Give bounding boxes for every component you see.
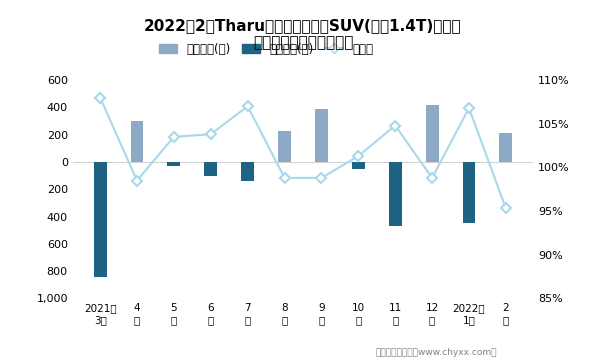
Text: 2022年2月Tharu途岳旗下最畅销SUV(途岳1.4T)近一年
库存情况及产销率统计图: 2022年2月Tharu途岳旗下最畅销SUV(途岳1.4T)近一年 库存情况及产… [144,18,462,51]
Bar [499,133,512,162]
Bar [204,162,217,175]
Bar [462,162,476,223]
产销率 [318,176,325,180]
Text: 制图：智研咨询（www.chyxx.com）: 制图：智研咨询（www.chyxx.com） [376,348,497,357]
Bar [352,162,365,169]
Bar [315,109,328,162]
产销率 [170,135,178,139]
产销率 [465,106,473,110]
产销率 [391,123,399,128]
Bar [130,121,144,162]
Bar [94,162,107,277]
Bar [241,162,254,181]
Line: 产销率: 产销率 [96,94,510,212]
产销率 [244,104,251,108]
产销率 [207,132,215,136]
产销率 [502,206,510,211]
Bar [278,131,291,162]
产销率 [355,154,362,158]
产销率 [133,178,141,183]
Bar [167,162,181,166]
产销率 [428,176,436,180]
Bar [425,104,439,162]
产销率 [281,176,288,180]
Bar [389,162,402,226]
产销率 [96,95,104,100]
Legend: 积压库存(辆), 清仓库存(辆), 产销率: 积压库存(辆), 清仓库存(辆), 产销率 [154,38,378,60]
